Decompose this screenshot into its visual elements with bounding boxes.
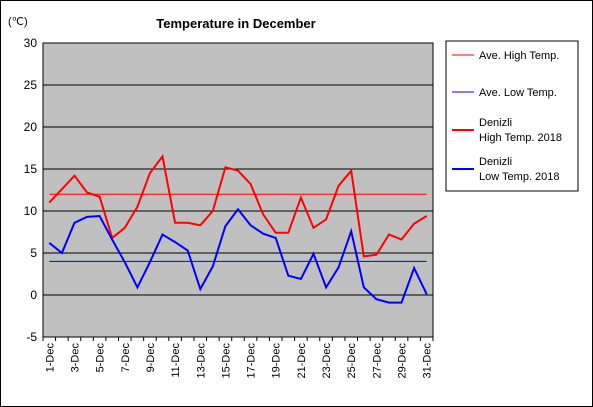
y-tick-label: 5 bbox=[30, 246, 37, 260]
legend-label-line: Denizli bbox=[479, 156, 512, 168]
series-line-3 bbox=[48, 207, 428, 304]
legend-label: Denizli High Temp. 2018 bbox=[479, 117, 562, 144]
x-tick-label: 29-Dec bbox=[397, 343, 409, 379]
y-tick-label: 20 bbox=[24, 120, 38, 134]
legend-label-line: Low Temp. 2018 bbox=[479, 171, 560, 183]
chart-title: Temperature in December bbox=[156, 16, 315, 31]
x-tick-label: 27-Dec bbox=[371, 343, 383, 379]
legend-label: Ave. Low Temp. bbox=[479, 87, 557, 99]
y-unit-label: (℃) bbox=[8, 16, 28, 28]
x-tick-label: 3-Dec bbox=[69, 343, 81, 373]
y-tick-label: -5 bbox=[26, 330, 37, 344]
x-tick-label: 25-Dec bbox=[346, 343, 358, 379]
x-tick-label: 17-Dec bbox=[246, 343, 258, 379]
legend-label-line: Denizli bbox=[479, 117, 512, 129]
y-tick-label: 25 bbox=[24, 78, 38, 92]
y-tick-label: 30 bbox=[24, 36, 38, 50]
y-tick-label: 10 bbox=[24, 204, 38, 218]
x-tick-label: 23-Dec bbox=[321, 343, 333, 379]
legend-box bbox=[445, 40, 579, 192]
grid-lines bbox=[42, 42, 434, 341]
x-tick-label: 31-Dec bbox=[422, 343, 434, 379]
x-tick-label: 5-Dec bbox=[95, 343, 107, 373]
legend-label: Ave. High Temp. bbox=[479, 50, 559, 62]
y-tick-labels: -5 0 5 10 15 20 25 30 bbox=[24, 36, 38, 344]
x-tick-label: 19-Dec bbox=[271, 343, 283, 379]
legend-label-line: High Temp. 2018 bbox=[479, 132, 562, 144]
legend: Ave. High Temp. Ave. Low Temp. Denizli High… bbox=[445, 40, 579, 192]
plot-area bbox=[42, 42, 434, 338]
x-tick-label: 15-Dec bbox=[220, 343, 232, 379]
x-tick-label: 21-Dec bbox=[296, 343, 308, 379]
legend-label-line: Ave. Low Temp. bbox=[479, 87, 557, 99]
legend-label-line: Ave. High Temp. bbox=[479, 50, 559, 62]
x-tick-label: 11-Dec bbox=[170, 343, 182, 378]
x-tick-labels: 1-Dec 3-Dec 5-Dec 7-Dec 9-Dec 11-Dec 13-Dec 15-… bbox=[44, 343, 433, 379]
y-tick-label: 0 bbox=[30, 288, 37, 302]
x-tick-label: 1-Dec bbox=[44, 343, 56, 373]
series-lines bbox=[48, 153, 428, 304]
y-tick-label: 15 bbox=[24, 162, 38, 176]
x-tick-label: 9-Dec bbox=[145, 343, 157, 373]
x-tick-label: 13-Dec bbox=[195, 343, 207, 379]
legend-label: Denizli Low Temp. 2018 bbox=[479, 156, 560, 183]
x-tick-label: 7-Dec bbox=[120, 343, 132, 373]
